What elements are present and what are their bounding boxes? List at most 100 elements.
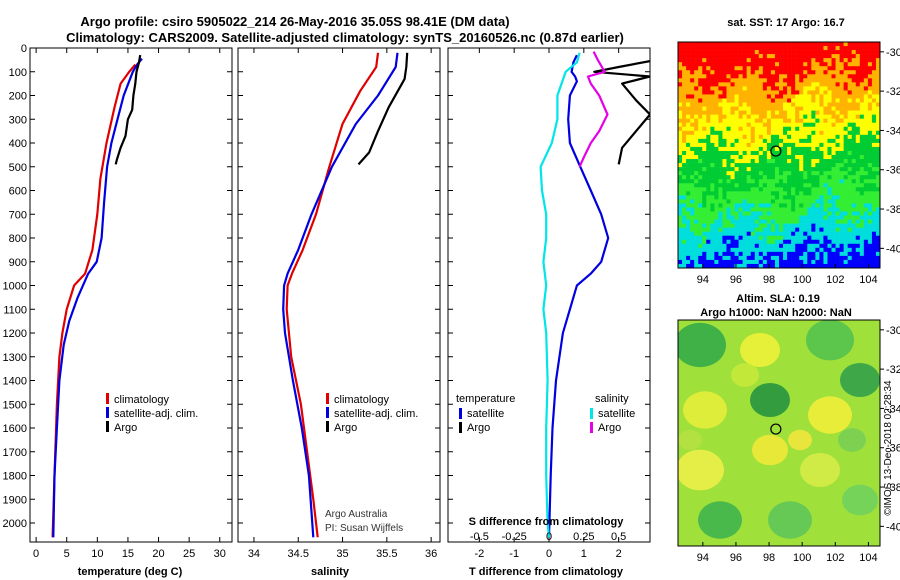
sst-cell xyxy=(823,98,828,103)
sst-cell xyxy=(742,259,747,265)
legend-label-climatology: climatology xyxy=(334,394,390,406)
sst-cell xyxy=(799,227,804,232)
sst-cell xyxy=(851,167,857,172)
sst-cell xyxy=(690,150,695,156)
sst-cell xyxy=(795,150,800,156)
sst-cell xyxy=(827,126,832,132)
sst-cell xyxy=(791,122,796,128)
sst-cell xyxy=(851,110,857,115)
x-tick-label: -1 xyxy=(509,548,519,560)
sst-cell xyxy=(762,203,768,208)
sst-cell xyxy=(815,215,820,220)
sst-cell xyxy=(783,167,788,172)
sst-cell xyxy=(799,251,804,257)
sst-cell xyxy=(742,179,747,184)
sst-cell xyxy=(863,150,869,156)
sst-cell xyxy=(847,155,853,160)
sst-cell xyxy=(859,54,865,59)
y-tick-label: 1300 xyxy=(3,352,27,364)
sst-cell xyxy=(746,82,752,87)
sst-cell xyxy=(754,90,760,95)
x-tick-label: 35 xyxy=(336,548,348,560)
sst-cell xyxy=(791,179,796,184)
sst-cell xyxy=(823,195,828,200)
sst-cell xyxy=(863,167,869,172)
sst-cell xyxy=(827,155,832,160)
sst-cell xyxy=(718,122,723,128)
sst-cell xyxy=(742,155,747,160)
sst-cell xyxy=(827,66,832,71)
sst-cell xyxy=(726,223,731,228)
sst-cell xyxy=(815,94,820,99)
sst-cell xyxy=(742,263,747,268)
sst-cell xyxy=(871,171,877,176)
sst-cell xyxy=(831,130,836,136)
sst-cell xyxy=(795,122,800,128)
sst-cell xyxy=(803,255,808,261)
sst-cell xyxy=(702,259,707,265)
sst-cell xyxy=(823,223,828,228)
sst-cell xyxy=(726,98,731,103)
sst-cell xyxy=(875,155,880,160)
sst-cell xyxy=(698,146,703,152)
sst-cell xyxy=(779,142,784,148)
sla-map-panel: Altim. SLA: 0.19 Argo h1000: NaN h2000: … xyxy=(677,293,900,564)
sst-cell xyxy=(851,58,857,63)
sst-cell xyxy=(734,114,739,119)
sst-cell xyxy=(795,171,800,176)
sst-cell xyxy=(799,58,804,63)
sst-cell xyxy=(718,98,723,103)
sst-cell xyxy=(742,74,747,79)
sst-cell xyxy=(710,187,715,192)
sst-cell xyxy=(815,138,820,144)
sst-cell xyxy=(726,231,731,237)
sst-cell xyxy=(738,146,743,152)
sst-cell xyxy=(807,215,812,220)
sst-cell xyxy=(831,243,836,249)
sst-cell xyxy=(823,146,828,152)
sst-cell xyxy=(843,74,848,79)
sst-cell xyxy=(863,199,869,204)
sst-cell xyxy=(875,66,880,71)
sst-cell xyxy=(867,235,873,241)
sla-map-title: Altim. SLA: 0.19 xyxy=(736,293,820,305)
sst-cell xyxy=(795,70,800,75)
sst-cell xyxy=(867,171,873,176)
sst-cell xyxy=(702,203,707,208)
sst-cell xyxy=(718,90,723,95)
sst-cell xyxy=(718,138,723,144)
sst-cell xyxy=(770,126,776,132)
sst-cell xyxy=(734,106,739,111)
sst-cell xyxy=(803,191,808,196)
sst-cell xyxy=(702,46,707,51)
sst-cell xyxy=(779,235,784,241)
sst-cell xyxy=(803,90,808,95)
sst-cell xyxy=(807,90,812,95)
sst-cell xyxy=(867,167,873,172)
sst-cell xyxy=(855,187,861,192)
sst-cell xyxy=(698,167,703,172)
sst-cell xyxy=(738,138,743,144)
sst-cell xyxy=(774,50,780,55)
sst-cell xyxy=(682,98,687,103)
sst-cell xyxy=(726,146,731,152)
sst-cell xyxy=(851,50,857,55)
sst-cell xyxy=(783,163,788,168)
sst-cell xyxy=(734,223,739,228)
sst-cell xyxy=(726,90,731,95)
sst-cell xyxy=(710,70,715,75)
sst-cell xyxy=(783,146,788,152)
sst-cell xyxy=(734,211,739,216)
sst-cell xyxy=(847,239,853,245)
sst-cell xyxy=(867,114,873,119)
sst-cell xyxy=(718,199,723,204)
sst-cell xyxy=(795,54,800,59)
sst-cell xyxy=(799,54,804,59)
map-y-tick-label: -34 xyxy=(886,403,900,415)
sst-cell xyxy=(710,207,715,212)
sst-cell xyxy=(678,110,683,115)
sst-cell xyxy=(686,255,691,261)
sst-cell xyxy=(859,207,865,212)
sst-cell xyxy=(710,199,715,204)
sst-cell xyxy=(859,247,865,253)
